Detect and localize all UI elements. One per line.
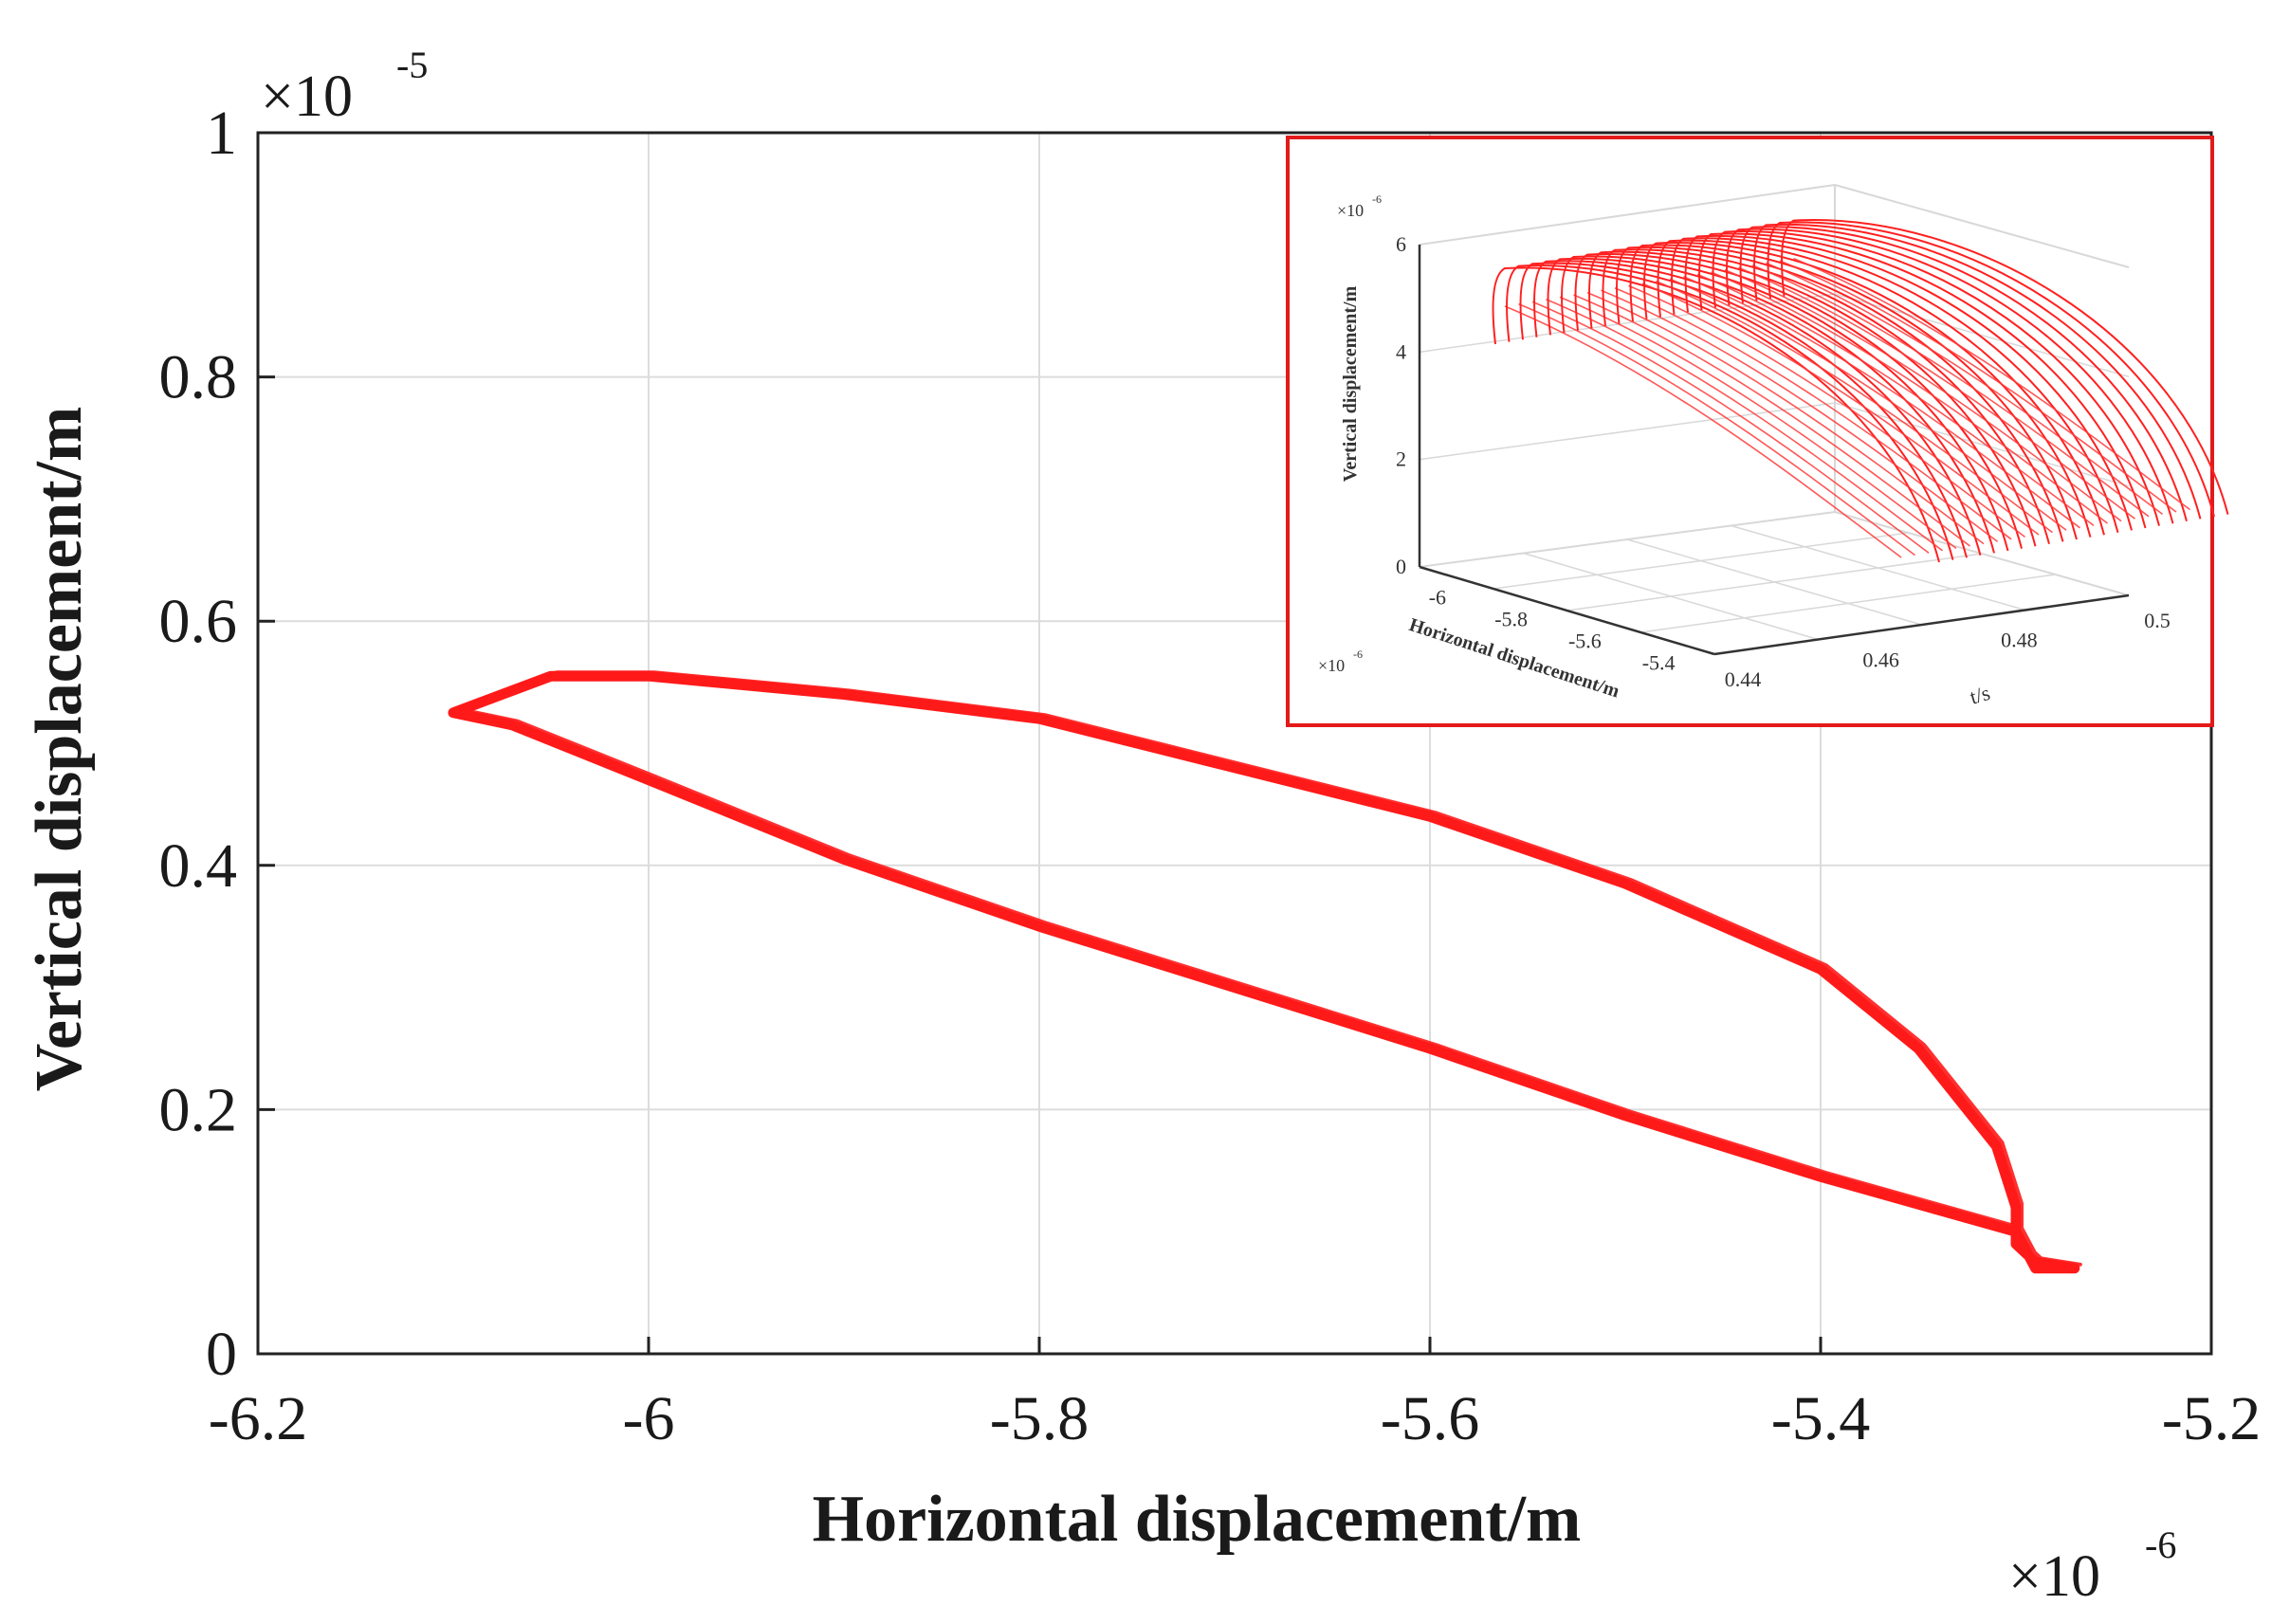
inset-curve <box>1712 230 2160 526</box>
inset-curve <box>1669 278 2067 531</box>
inset-t-tick-label: 0.46 <box>1862 648 1899 671</box>
inset-gridline <box>1626 538 1922 626</box>
inset-gridline <box>1731 524 2025 611</box>
inset-curve <box>1628 284 2025 538</box>
inset-curve <box>1546 299 1943 552</box>
x-tick-label: -5.4 <box>1771 1384 1870 1453</box>
inset-x-tick-label: -5.8 <box>1494 608 1528 631</box>
inset-t-tick-label: 0.44 <box>1725 667 1762 691</box>
inset-z-exponent: ×10 -6 <box>1337 192 1382 220</box>
inset-t-ticks: 0.44 0.46 0.48 0.5 <box>1725 609 2171 691</box>
inset-z-tick-label: 0 <box>1396 555 1406 578</box>
inset-curve <box>1726 228 2174 524</box>
inset-curve <box>1671 237 2119 534</box>
inset-frame <box>1286 136 2214 727</box>
y-exponent-base: ×10 <box>261 64 353 129</box>
inset-z-axis-title: Vertical displacement/m <box>1340 285 1361 482</box>
inset-z-exponent-base: ×10 <box>1337 201 1364 220</box>
x-exponent: ×10 -6 <box>2008 1524 2176 1609</box>
inset-curve <box>1641 283 2040 536</box>
inset-curve <box>1751 265 2150 518</box>
x-tick-label: -5.2 <box>2162 1384 2261 1453</box>
x-axis-title: Horizontal displacement/m <box>813 1483 1582 1556</box>
x-exponent-power: -6 <box>2145 1524 2176 1566</box>
plot-frame <box>256 131 2213 1356</box>
inset-x-ticks: -6 -5.8 -5.6 -5.4 <box>1429 586 1676 675</box>
inset-curve <box>1779 260 2177 513</box>
inset-curve <box>1656 280 2053 534</box>
inset-curve <box>1711 271 2108 524</box>
inset-curve <box>1738 266 2135 520</box>
inset-curve <box>1684 234 2133 531</box>
y-tick-label: 0.6 <box>159 587 238 656</box>
x-ticks: -6.2 -6 -5.8 -5.6 -5.4 -5.2 <box>209 1337 2261 1453</box>
inset-curve <box>1793 257 2190 511</box>
inset-3d-plot: 0 2 4 6 -6 -5.8 -5.6 -5.4 0.44 0.46 0.48 0.5 Vert… <box>1286 136 2229 727</box>
inset-x-exponent-base: ×10 <box>1318 656 1345 675</box>
inset-z-ticks: 0 2 4 6 <box>1396 232 1406 578</box>
inset-z-tick-label: 6 <box>1396 232 1406 256</box>
inset-curve <box>1683 276 2080 529</box>
series-line-overlap <box>457 670 2082 1267</box>
inset-curve <box>1766 262 2163 516</box>
inset-t-tick-label: 0.48 <box>2001 629 2038 652</box>
inset-gridline <box>1834 184 2130 268</box>
inset-curve <box>1657 239 2105 536</box>
inset-gridline <box>1640 574 2056 633</box>
x-exponent-base: ×10 <box>2008 1544 2100 1609</box>
inset-z-tick-label: 2 <box>1396 447 1406 471</box>
inset-curve <box>1781 219 2229 515</box>
inset-curve <box>1698 232 2147 529</box>
inset-curve <box>1767 221 2215 518</box>
inset-x-exponent-power: -6 <box>1353 648 1363 661</box>
inset-curve <box>1573 294 1970 547</box>
inset-curve <box>1559 296 1957 550</box>
y-exponent-power: -5 <box>396 44 428 86</box>
inset-z-tick-label: 4 <box>1396 339 1406 363</box>
inset-curve <box>1724 268 2122 522</box>
y-axis-title: Vertical displacement/m <box>23 407 96 1092</box>
inset-curve <box>1601 289 1998 542</box>
x-tick-label: -5.8 <box>990 1384 1089 1453</box>
inset-curve <box>1518 302 1915 557</box>
inset-curve <box>1753 223 2202 520</box>
inset-curve <box>1531 301 1930 554</box>
inset-x-axis <box>1419 565 1715 656</box>
inset-curve <box>1739 226 2188 522</box>
series-line <box>448 670 2080 1274</box>
inset-x-exponent: ×10 -6 <box>1318 648 1363 675</box>
y-tick-label: 1 <box>206 99 237 168</box>
inset-curves <box>1492 219 2229 563</box>
inset-t-tick-label: 0.5 <box>2144 609 2171 632</box>
inset-curve <box>1614 287 2012 540</box>
inset-x-tick-label: -5.6 <box>1568 630 1602 653</box>
inset-t-axis <box>1713 593 2130 656</box>
inset-gridline <box>1419 293 1836 354</box>
y-tick-label: 0 <box>206 1320 237 1389</box>
inset-z-exponent-power: -6 <box>1372 192 1382 206</box>
x-tick-label: -5.6 <box>1381 1384 1479 1453</box>
inset-axes-box <box>1418 184 2130 656</box>
inset-gridline <box>1834 293 2130 378</box>
y-exponent: ×10 -5 <box>261 44 428 129</box>
x-tick-label: -6.2 <box>209 1384 307 1453</box>
x-tick-label: -6 <box>623 1384 675 1453</box>
inset-curve <box>1504 305 1902 558</box>
y-tick-label: 0.2 <box>159 1075 238 1144</box>
inset-x-tick-label: -6 <box>1429 586 1446 610</box>
inset-curve <box>1586 291 1985 545</box>
y-ticks: 0 0.2 0.4 0.6 0.8 1 <box>159 99 275 1389</box>
y-tick-label: 0.8 <box>159 343 238 412</box>
inset-gridline <box>1419 402 1836 461</box>
y-tick-label: 0.4 <box>159 831 238 901</box>
inset-x-tick-label: -5.4 <box>1642 651 1676 675</box>
inset-curve <box>1696 273 2095 527</box>
inset-gridline <box>1419 184 1836 246</box>
